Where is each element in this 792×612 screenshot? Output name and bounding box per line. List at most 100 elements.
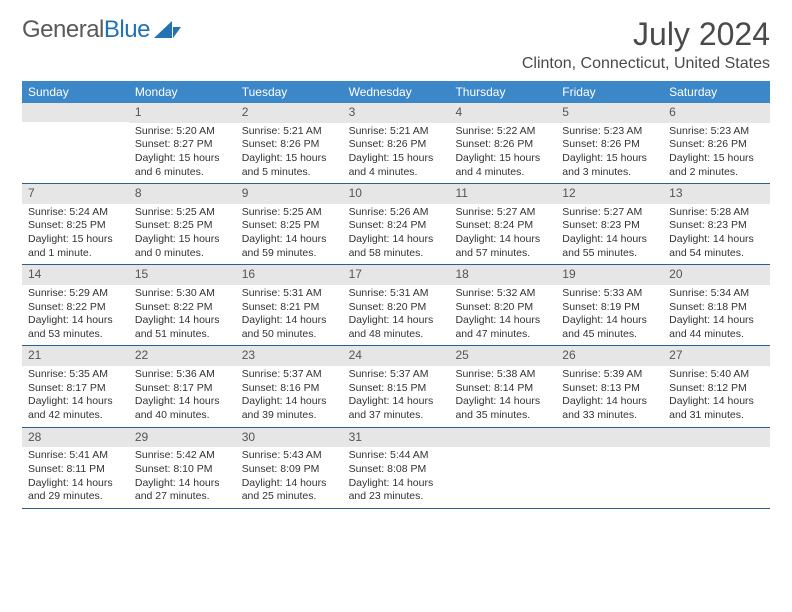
day-content: Sunrise: 5:37 AMSunset: 8:15 PMDaylight:…	[343, 366, 450, 427]
day-number: 19	[556, 265, 663, 285]
daylight-text: Daylight: 14 hours and 23 minutes.	[349, 477, 444, 504]
sunset-text: Sunset: 8:12 PM	[669, 382, 764, 396]
weekday-header: Wednesday	[343, 81, 450, 103]
day-cell: 6Sunrise: 5:23 AMSunset: 8:26 PMDaylight…	[663, 103, 770, 183]
sunset-text: Sunset: 8:26 PM	[242, 138, 337, 152]
day-cell: 17Sunrise: 5:31 AMSunset: 8:20 PMDayligh…	[343, 265, 450, 345]
sunrise-text: Sunrise: 5:41 AM	[28, 449, 123, 463]
sunset-text: Sunset: 8:25 PM	[28, 219, 123, 233]
day-cell: 18Sunrise: 5:32 AMSunset: 8:20 PMDayligh…	[449, 265, 556, 345]
sunset-text: Sunset: 8:26 PM	[562, 138, 657, 152]
sunrise-text: Sunrise: 5:27 AM	[455, 206, 550, 220]
day-content: Sunrise: 5:37 AMSunset: 8:16 PMDaylight:…	[236, 366, 343, 427]
daylight-text: Daylight: 15 hours and 5 minutes.	[242, 152, 337, 179]
day-content: Sunrise: 5:44 AMSunset: 8:08 PMDaylight:…	[343, 447, 450, 508]
day-cell: 23Sunrise: 5:37 AMSunset: 8:16 PMDayligh…	[236, 346, 343, 426]
daylight-text: Daylight: 15 hours and 6 minutes.	[135, 152, 230, 179]
daylight-text: Daylight: 14 hours and 29 minutes.	[28, 477, 123, 504]
day-number: 13	[663, 184, 770, 204]
daylight-text: Daylight: 15 hours and 3 minutes.	[562, 152, 657, 179]
sunset-text: Sunset: 8:24 PM	[349, 219, 444, 233]
day-content: Sunrise: 5:23 AMSunset: 8:26 PMDaylight:…	[556, 123, 663, 184]
sunrise-text: Sunrise: 5:29 AM	[28, 287, 123, 301]
daylight-text: Daylight: 14 hours and 54 minutes.	[669, 233, 764, 260]
weekday-header: Saturday	[663, 81, 770, 103]
day-cell: 3Sunrise: 5:21 AMSunset: 8:26 PMDaylight…	[343, 103, 450, 183]
sunrise-text: Sunrise: 5:42 AM	[135, 449, 230, 463]
day-number: 6	[663, 103, 770, 123]
day-number: 5	[556, 103, 663, 123]
sunrise-text: Sunrise: 5:38 AM	[455, 368, 550, 382]
day-cell: 2Sunrise: 5:21 AMSunset: 8:26 PMDaylight…	[236, 103, 343, 183]
day-cell: 12Sunrise: 5:27 AMSunset: 8:23 PMDayligh…	[556, 184, 663, 264]
day-content: Sunrise: 5:33 AMSunset: 8:19 PMDaylight:…	[556, 285, 663, 346]
sunset-text: Sunset: 8:26 PM	[455, 138, 550, 152]
empty-day-cell	[22, 103, 129, 183]
day-cell: 31Sunrise: 5:44 AMSunset: 8:08 PMDayligh…	[343, 428, 450, 508]
weekday-header: Monday	[129, 81, 236, 103]
sunset-text: Sunset: 8:22 PM	[28, 301, 123, 315]
daylight-text: Daylight: 14 hours and 37 minutes.	[349, 395, 444, 422]
day-number: 31	[343, 428, 450, 448]
sunrise-text: Sunrise: 5:26 AM	[349, 206, 444, 220]
day-cell: 26Sunrise: 5:39 AMSunset: 8:13 PMDayligh…	[556, 346, 663, 426]
sunrise-text: Sunrise: 5:31 AM	[242, 287, 337, 301]
daylight-text: Daylight: 14 hours and 58 minutes.	[349, 233, 444, 260]
calendar-grid: SundayMondayTuesdayWednesdayThursdayFrid…	[22, 81, 770, 509]
sunset-text: Sunset: 8:25 PM	[242, 219, 337, 233]
day-content: Sunrise: 5:24 AMSunset: 8:25 PMDaylight:…	[22, 204, 129, 265]
day-content: Sunrise: 5:35 AMSunset: 8:17 PMDaylight:…	[22, 366, 129, 427]
brand-text: GeneralBlue	[22, 16, 150, 44]
sunset-text: Sunset: 8:11 PM	[28, 463, 123, 477]
sunrise-text: Sunrise: 5:40 AM	[669, 368, 764, 382]
daylight-text: Daylight: 15 hours and 4 minutes.	[455, 152, 550, 179]
weekday-header: Thursday	[449, 81, 556, 103]
daylight-text: Daylight: 15 hours and 2 minutes.	[669, 152, 764, 179]
sunset-text: Sunset: 8:14 PM	[455, 382, 550, 396]
sunrise-text: Sunrise: 5:25 AM	[242, 206, 337, 220]
sunset-text: Sunset: 8:18 PM	[669, 301, 764, 315]
day-cell: 20Sunrise: 5:34 AMSunset: 8:18 PMDayligh…	[663, 265, 770, 345]
sunset-text: Sunset: 8:15 PM	[349, 382, 444, 396]
day-content: Sunrise: 5:30 AMSunset: 8:22 PMDaylight:…	[129, 285, 236, 346]
sunrise-text: Sunrise: 5:21 AM	[349, 125, 444, 139]
daylight-text: Daylight: 14 hours and 51 minutes.	[135, 314, 230, 341]
day-content: Sunrise: 5:34 AMSunset: 8:18 PMDaylight:…	[663, 285, 770, 346]
day-cell: 15Sunrise: 5:30 AMSunset: 8:22 PMDayligh…	[129, 265, 236, 345]
day-cell: 8Sunrise: 5:25 AMSunset: 8:25 PMDaylight…	[129, 184, 236, 264]
day-content: Sunrise: 5:21 AMSunset: 8:26 PMDaylight:…	[343, 123, 450, 184]
day-number: 28	[22, 428, 129, 448]
day-cell: 16Sunrise: 5:31 AMSunset: 8:21 PMDayligh…	[236, 265, 343, 345]
month-title: July 2024	[522, 16, 770, 53]
sunset-text: Sunset: 8:20 PM	[455, 301, 550, 315]
day-cell: 28Sunrise: 5:41 AMSunset: 8:11 PMDayligh…	[22, 428, 129, 508]
day-number: 17	[343, 265, 450, 285]
page-header: GeneralBlue July 2024 Clinton, Connectic…	[22, 16, 770, 73]
daylight-text: Daylight: 14 hours and 59 minutes.	[242, 233, 337, 260]
day-number: 25	[449, 346, 556, 366]
day-number-bar	[663, 428, 770, 447]
sunrise-text: Sunrise: 5:33 AM	[562, 287, 657, 301]
daylight-text: Daylight: 14 hours and 55 minutes.	[562, 233, 657, 260]
daylight-text: Daylight: 14 hours and 31 minutes.	[669, 395, 764, 422]
day-content: Sunrise: 5:25 AMSunset: 8:25 PMDaylight:…	[129, 204, 236, 265]
week-row: 14Sunrise: 5:29 AMSunset: 8:22 PMDayligh…	[22, 265, 770, 346]
day-number: 10	[343, 184, 450, 204]
daylight-text: Daylight: 14 hours and 35 minutes.	[455, 395, 550, 422]
weekday-header: Friday	[556, 81, 663, 103]
sunrise-text: Sunrise: 5:30 AM	[135, 287, 230, 301]
day-cell: 22Sunrise: 5:36 AMSunset: 8:17 PMDayligh…	[129, 346, 236, 426]
day-number: 4	[449, 103, 556, 123]
daylight-text: Daylight: 14 hours and 53 minutes.	[28, 314, 123, 341]
empty-day-cell	[449, 428, 556, 508]
day-number: 27	[663, 346, 770, 366]
sunset-text: Sunset: 8:09 PM	[242, 463, 337, 477]
day-content: Sunrise: 5:32 AMSunset: 8:20 PMDaylight:…	[449, 285, 556, 346]
sunrise-text: Sunrise: 5:32 AM	[455, 287, 550, 301]
daylight-text: Daylight: 14 hours and 25 minutes.	[242, 477, 337, 504]
sunset-text: Sunset: 8:16 PM	[242, 382, 337, 396]
daylight-text: Daylight: 14 hours and 40 minutes.	[135, 395, 230, 422]
day-content: Sunrise: 5:20 AMSunset: 8:27 PMDaylight:…	[129, 123, 236, 184]
week-row: 7Sunrise: 5:24 AMSunset: 8:25 PMDaylight…	[22, 184, 770, 265]
day-number: 24	[343, 346, 450, 366]
